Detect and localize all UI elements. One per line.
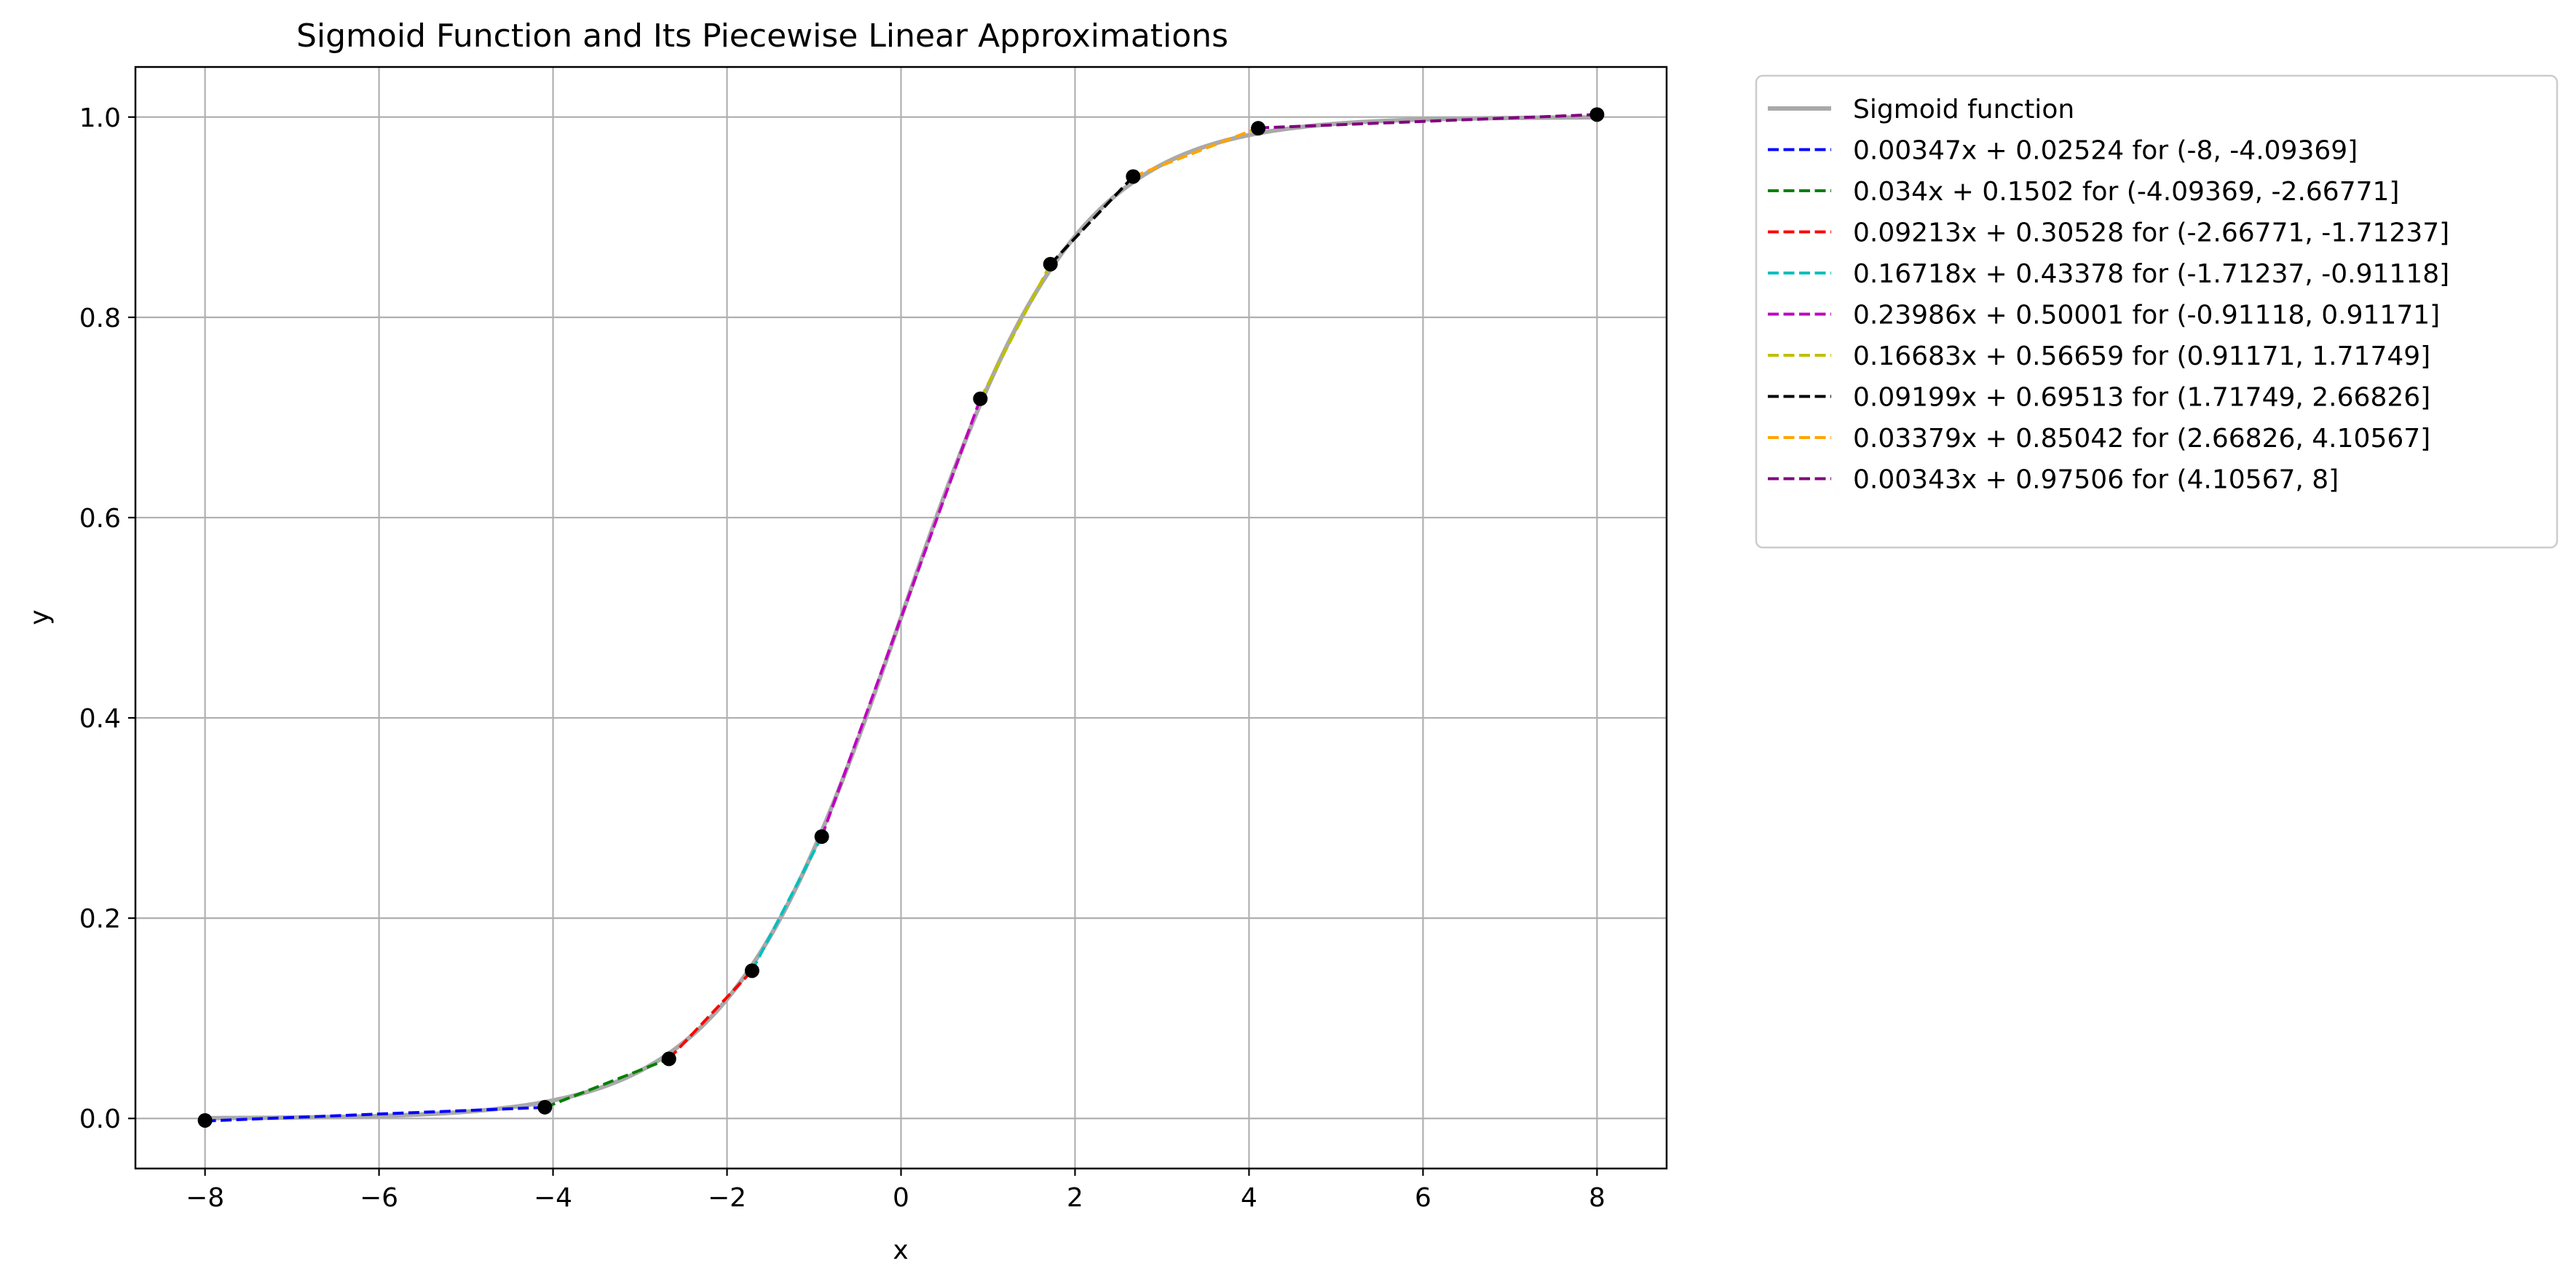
approximation-line-2 bbox=[544, 1057, 670, 1109]
y-axis-label: y bbox=[25, 609, 55, 625]
legend-label: 0.16718x + 0.43378 for (-1.71237, -0.911… bbox=[1853, 259, 2449, 289]
y-tick-label: 0.4 bbox=[79, 704, 121, 734]
approximation-line-9 bbox=[1258, 113, 1597, 130]
legend-box bbox=[1755, 74, 2559, 549]
x-tick-label: −8 bbox=[186, 1183, 224, 1213]
y-tick-label: 0.8 bbox=[79, 304, 121, 333]
breakpoint-marker-4 bbox=[744, 963, 759, 978]
x-tick-label: 6 bbox=[1415, 1183, 1431, 1213]
x-axis-label: x bbox=[893, 1235, 908, 1265]
approximation-line-1 bbox=[205, 1106, 545, 1123]
breakpoint-marker-9 bbox=[1251, 121, 1266, 136]
legend-label: 0.00347x + 0.02524 for (-8, -4.09369] bbox=[1853, 136, 2358, 166]
sigmoid-curve bbox=[205, 115, 1597, 1120]
approximation-line-3 bbox=[668, 969, 754, 1060]
legend-label: Sigmoid function bbox=[1853, 95, 2074, 124]
y-tick-label: 0.6 bbox=[79, 504, 121, 534]
legend-label: 0.034x + 0.1502 for (-4.09369, -2.66771] bbox=[1853, 177, 2399, 207]
breakpoint-marker-3 bbox=[661, 1051, 676, 1067]
x-tick-label: −6 bbox=[360, 1183, 398, 1213]
x-tick-label: 0 bbox=[893, 1183, 909, 1213]
approximation-line-6 bbox=[979, 263, 1052, 400]
breakpoints-layer bbox=[197, 107, 1605, 1128]
y-tick-label: 1.0 bbox=[79, 103, 121, 133]
approximation-lines-layer bbox=[205, 113, 1597, 1123]
x-tick-label: −2 bbox=[708, 1183, 746, 1213]
approximation-line-7 bbox=[1049, 175, 1134, 266]
breakpoint-marker-5 bbox=[814, 829, 829, 845]
x-tick-label: 8 bbox=[1589, 1183, 1605, 1213]
axis-ticks: −8 −6 −4 −2 0 2 4 6 8 0.0 0.2 0.4 0.6 0.8 1.0 bbox=[79, 103, 1605, 1213]
legend-label: 0.09199x + 0.69513 for (1.71749, 2.66826… bbox=[1853, 383, 2430, 413]
y-tick-label: 0.2 bbox=[79, 904, 121, 934]
y-tick-label: 0.0 bbox=[79, 1104, 121, 1134]
breakpoint-marker-2 bbox=[537, 1099, 553, 1115]
x-tick-label: 4 bbox=[1241, 1183, 1257, 1213]
breakpoint-marker-6 bbox=[973, 391, 988, 406]
approximation-line-8 bbox=[1132, 126, 1259, 178]
breakpoint-marker-7 bbox=[1043, 256, 1058, 272]
legend-label: 0.00343x + 0.97506 for (4.10567, 8] bbox=[1853, 465, 2339, 495]
legend-label: 0.03379x + 0.85042 for (2.66826, 4.10567… bbox=[1853, 424, 2430, 454]
x-tick-label: 2 bbox=[1067, 1183, 1083, 1213]
breakpoint-marker-10 bbox=[1589, 107, 1605, 122]
breakpoint-marker-1 bbox=[197, 1112, 213, 1128]
legend: Sigmoid function 0.00347x + 0.02524 for (… bbox=[1755, 74, 2559, 549]
breakpoint-marker-8 bbox=[1126, 169, 1141, 184]
legend-label: 0.23986x + 0.50001 for (-0.91118, 0.9117… bbox=[1853, 301, 2440, 331]
x-tick-label: −4 bbox=[534, 1183, 572, 1213]
sigmoid-curve-layer bbox=[205, 115, 1597, 1120]
chart-title: Sigmoid Function and Its Piecewise Linea… bbox=[296, 17, 1228, 55]
approximation-line-4 bbox=[751, 836, 823, 972]
legend-label: 0.09213x + 0.30528 for (-2.66771, -1.712… bbox=[1853, 218, 2449, 248]
grid bbox=[135, 67, 1667, 1169]
legend-label: 0.16683x + 0.56659 for (0.91171, 1.71749… bbox=[1853, 341, 2430, 371]
